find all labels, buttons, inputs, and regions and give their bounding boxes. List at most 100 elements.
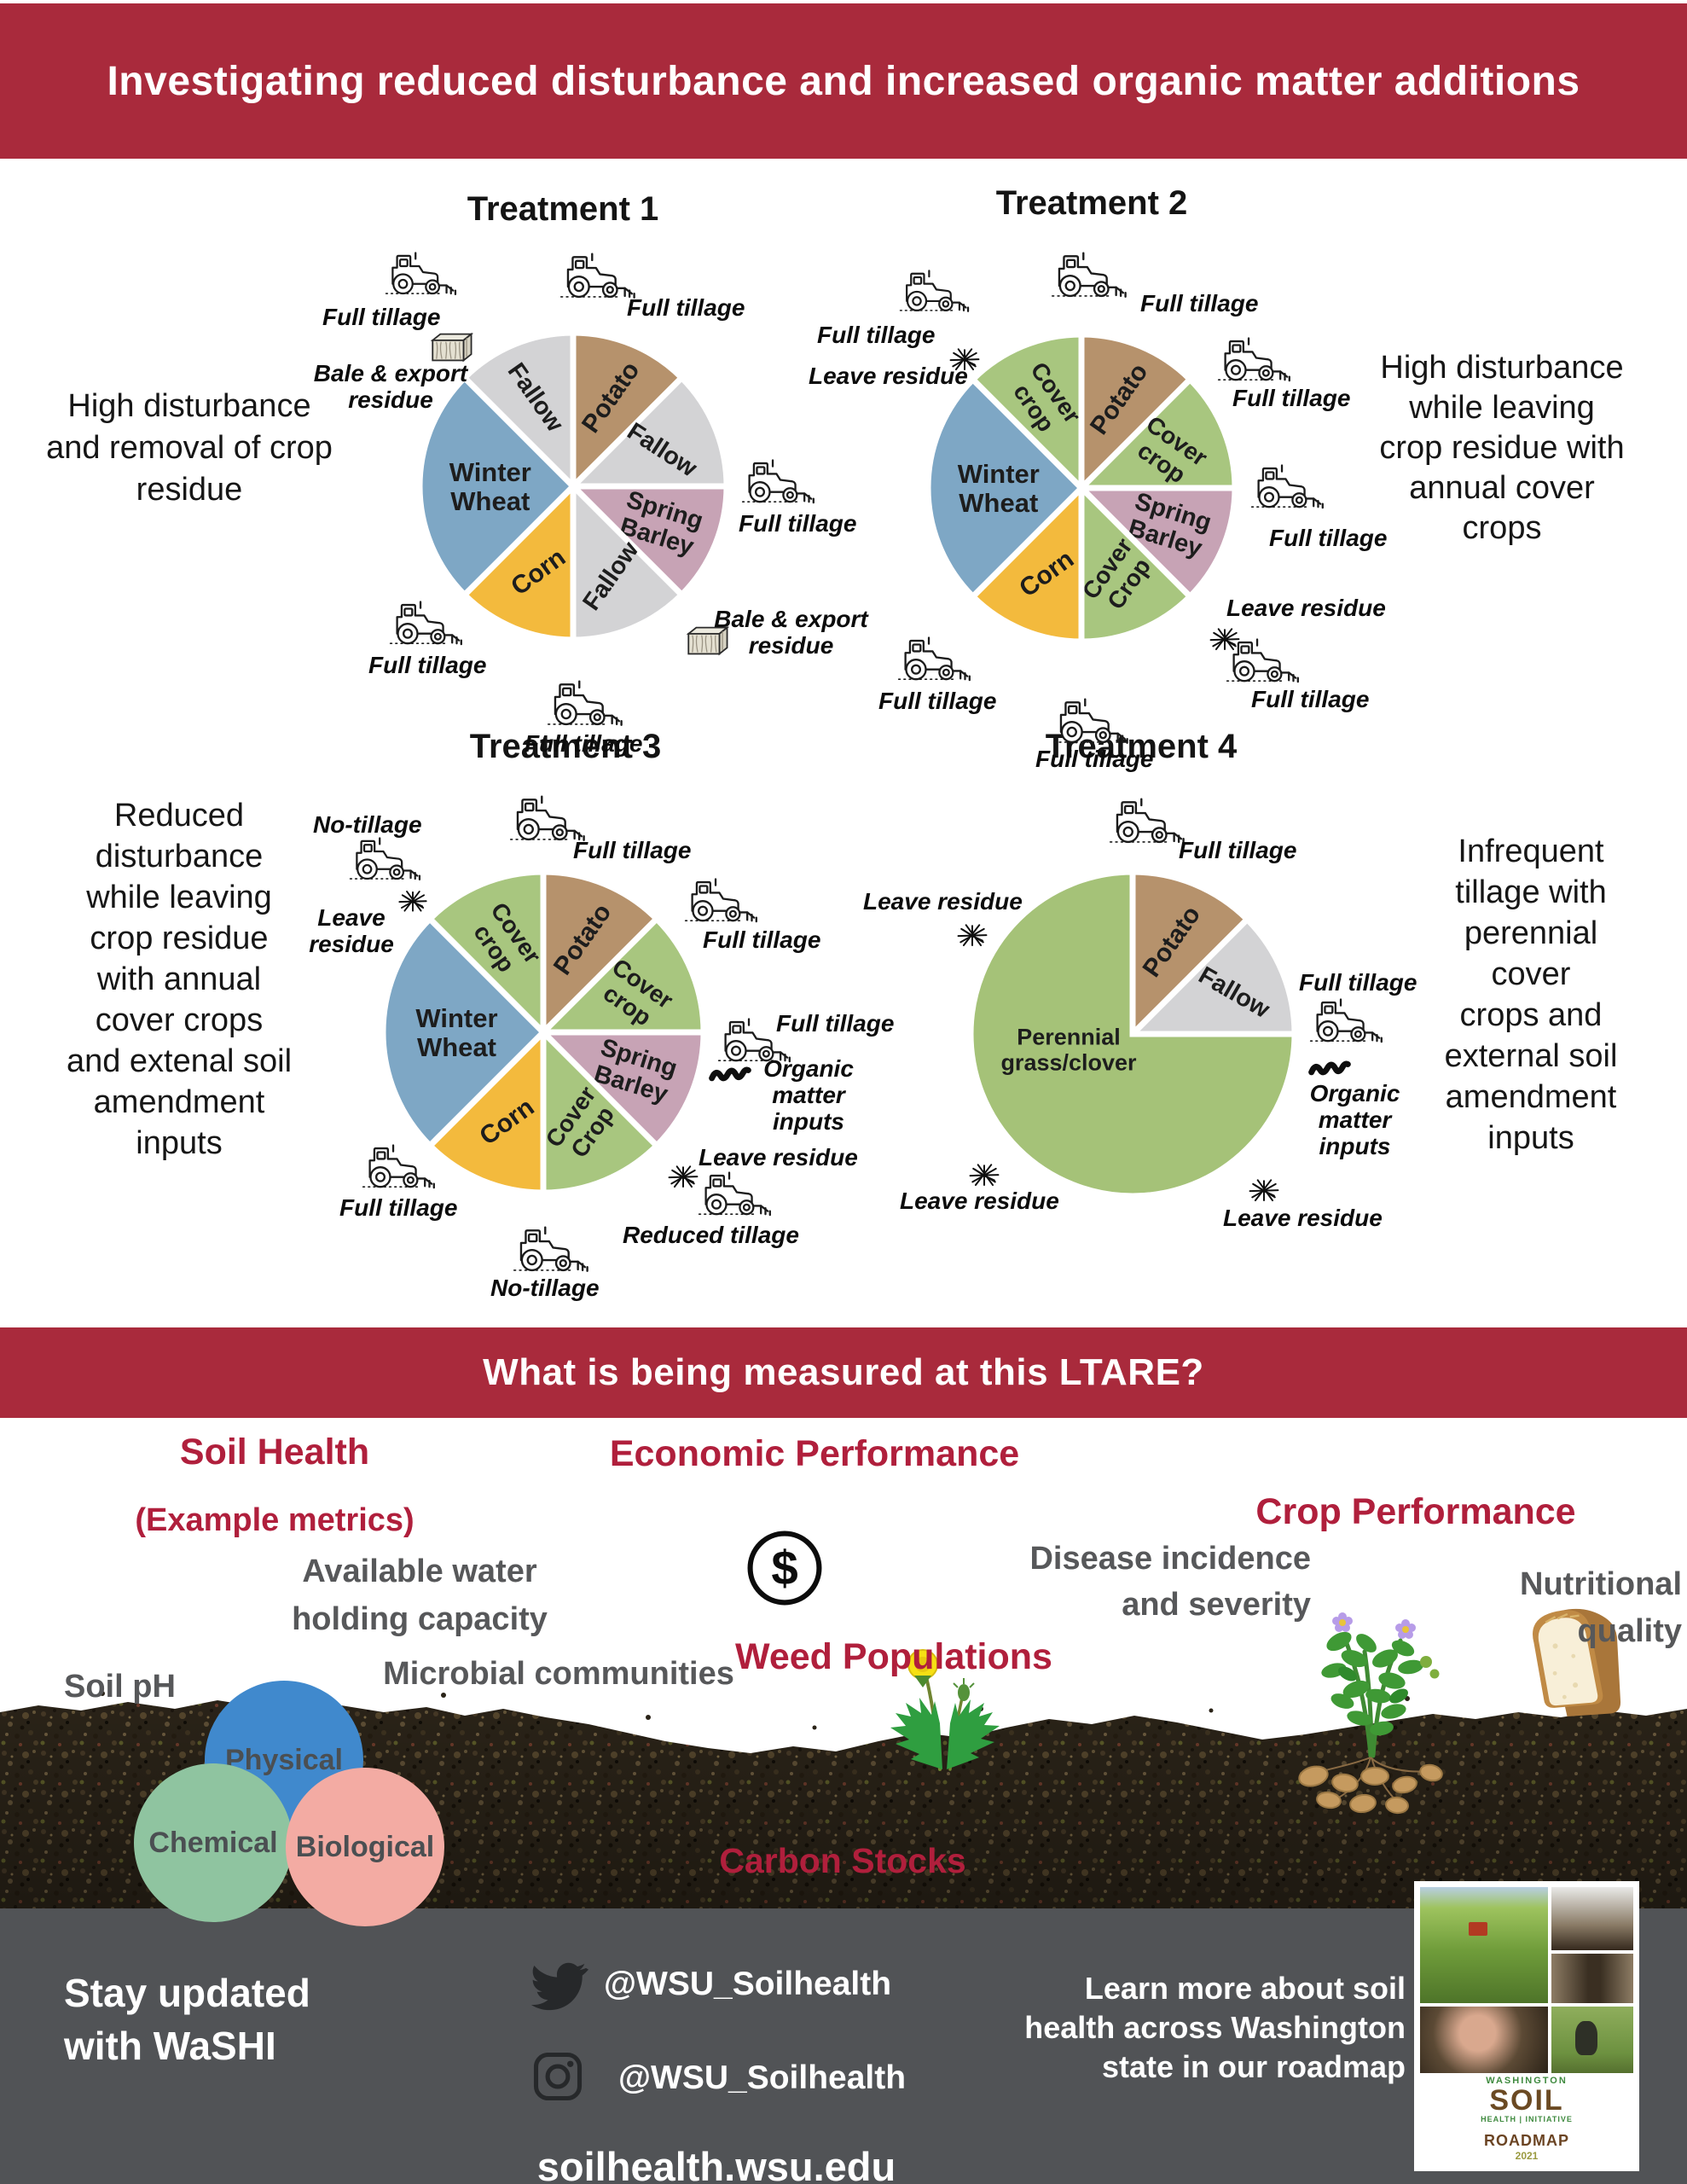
annotation-label: Bale & export residue [714, 606, 868, 659]
treatment-title: Treatment 1 [467, 190, 659, 228]
tractor-icon [896, 635, 975, 688]
tractor-icon [898, 268, 973, 318]
crop-residue-icon [1246, 1174, 1282, 1210]
treatment-title: Treatment 2 [995, 184, 1188, 222]
pie-slice-cover-crop [426, 868, 547, 1040]
pie-slice-label: Winter Wheat [958, 459, 1040, 518]
annotation-label: Full tillage [1232, 385, 1351, 411]
annotation-label: Full tillage [776, 1010, 895, 1037]
twitter-handle[interactable]: @WSU_Soilhealth [604, 1966, 892, 2002]
tractor-icon [1249, 462, 1328, 515]
pie-slice-spring-barley [565, 483, 730, 600]
roadmap-photo-person [1551, 2007, 1633, 2073]
pie-slice-fallow [565, 373, 730, 490]
annotation-label: Bale & export residue [313, 360, 468, 413]
treatment-description: High disturbance and removal of crop resid… [46, 388, 333, 508]
annotation-label: Leave residue [863, 888, 1023, 915]
treatment-pie-chart: PotatoCovercropSpringBarleyCoverCropCorn… [380, 868, 707, 1196]
instagram-icon[interactable] [529, 2048, 587, 2110]
annotation-label: Full tillage [368, 652, 487, 678]
washi-logo: WASHINGTON SOIL HEALTH | INITIATIVE ROAD… [1481, 2076, 1573, 2162]
annotation-label: No-tillage [490, 1275, 600, 1301]
footer-stay-updated: Stay updated with WaSHI [64, 1971, 310, 2068]
instagram-handle[interactable]: @WSU_Soilhealth [618, 2059, 907, 2096]
annotation-label: Full tillage [878, 688, 997, 714]
roadmap-photo-hand [1420, 2007, 1548, 2073]
pie-slice-winter-wheat [416, 373, 577, 600]
annotation-label: Organic matter inputs [763, 1055, 854, 1135]
potato-plant-illustration [1298, 1612, 1443, 1815]
annotation-label: Leave residue [1223, 1205, 1383, 1231]
annotation-label: Full tillage [627, 294, 745, 321]
treatment-description: High disturbance while leaving crop residu… [1379, 350, 1625, 546]
tractor-icon [1050, 250, 1131, 304]
carbon: Carbon Stocks [719, 1841, 966, 1880]
pie-slice-spring-barley [536, 1029, 707, 1150]
dandelion-illustration [890, 1649, 1000, 1771]
roadmap-photo-collage [1420, 1887, 1633, 2073]
crop-residue-icon [954, 919, 990, 955]
annotation-label: Full tillage [1299, 969, 1417, 996]
header-title: Investigating reduced disturbance and in… [107, 58, 1580, 104]
crop-residue-icon [396, 886, 430, 920]
annotation-label: Full tillage [739, 510, 857, 537]
pie-slice-winter-wheat [925, 375, 1086, 601]
tractor-icon [716, 1016, 795, 1069]
annotation-label: Leave residue [809, 363, 968, 389]
potato-flowers [1332, 1612, 1416, 1639]
pie-slice-cover-crop [1078, 480, 1195, 645]
tractor-icon [388, 599, 467, 652]
annotation-label: Full tillage [703, 926, 821, 953]
treatment-pie-chart: PotatoCovercropSpringBarleyCoverCropCorn… [925, 331, 1238, 645]
pie-slice-fallow [1125, 915, 1298, 1037]
organic-matter-icon [1307, 1059, 1352, 1085]
svg-text:$: $ [771, 1542, 797, 1595]
annotation-label: Full tillage [322, 304, 441, 330]
footer-learn-more: Learn more about soil health across Washi… [1024, 1971, 1406, 2084]
pie-slice-label: Winter Wheat [415, 1003, 497, 1062]
tractor-icon [348, 835, 425, 886]
tractor-icon [1108, 796, 1189, 850]
footer-url[interactable]: soilhealth.wsu.edu [536, 2144, 896, 2184]
measured-banner-title: What is being measured at this LTARE? [483, 1351, 1204, 1393]
roadmap-photo-tractor [1420, 1887, 1548, 2003]
header-banner: Investigating reduced disturbance and in… [0, 3, 1687, 159]
treatment-pie-chart: PotatoFallowSpringBarleyFallowCornWinter… [416, 329, 730, 643]
tractor-icon [697, 1170, 775, 1223]
annotation-label: Full tillage [1035, 746, 1154, 772]
annotation-label: No-tillage [313, 811, 422, 838]
bread-illustration [1533, 1608, 1621, 1717]
tractor-icon [546, 678, 627, 732]
hay-bale-icon [426, 331, 476, 373]
pie-slice-label: Winter Wheat [449, 457, 531, 516]
tractor-icon [1216, 335, 1295, 388]
annotation-label: Full tillage [1269, 525, 1388, 551]
pie-slice-winter-wheat [380, 915, 548, 1150]
pie-slice-cover-crop [536, 915, 707, 1036]
pie-slice-cover-crop [968, 331, 1085, 496]
organic-matter-icon [708, 1065, 752, 1091]
annotation-label: Organic matter inputs [1309, 1080, 1400, 1159]
venn-biological-label: Biological [295, 1830, 435, 1863]
pie-slice-corn [426, 1025, 547, 1196]
crop-residue-icon [966, 1159, 1002, 1194]
twitter-icon[interactable] [529, 1955, 588, 2019]
crop-residue-icon [1207, 623, 1243, 659]
pie-slice-cover-crop [540, 1025, 661, 1196]
tractor-icon [508, 793, 589, 847]
hay-bale-icon [682, 624, 732, 666]
tractor-icon [740, 457, 819, 510]
microbial: Microbial communities [383, 1656, 734, 1692]
weed-title: Weed Populations [735, 1636, 1052, 1677]
tractor-icon [559, 251, 640, 305]
treatment-title: Treatment 3 [469, 728, 662, 765]
disease: Disease incidence and severity [1029, 1541, 1311, 1623]
economic-title: Economic Performance [609, 1433, 1020, 1474]
pie-slice-spring-barley [1074, 485, 1238, 601]
pie-slice-label: Perennial grass/clover [1000, 1024, 1137, 1075]
tractor-icon [683, 876, 762, 929]
pie-slice-potato [1078, 331, 1195, 496]
roadmap-photo-core [1551, 1954, 1633, 2003]
crop-residue-icon [665, 1160, 701, 1196]
